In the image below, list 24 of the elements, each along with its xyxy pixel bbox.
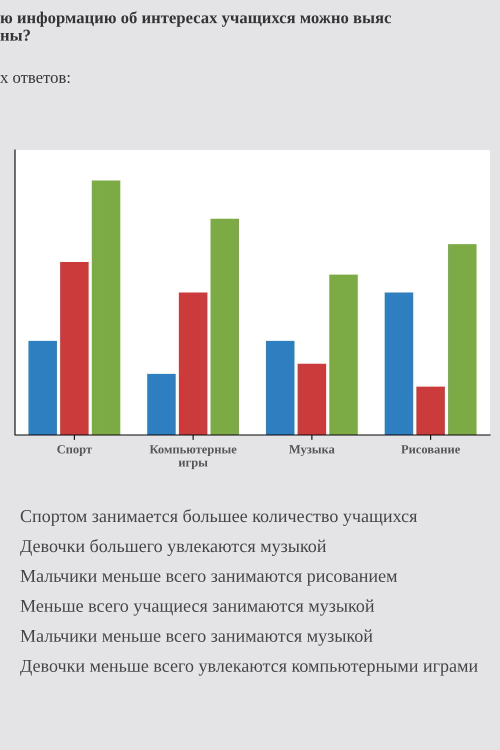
text: Спортом занимается большее количество учащихся (20, 509, 418, 526)
chart-subtitle: х ответов: (0, 74, 70, 84)
bar (28, 340, 57, 435)
bar (92, 180, 120, 435)
bar (266, 340, 294, 435)
bar (298, 364, 326, 435)
text: Девочки меньше всего увлекаются компьютерными играми (20, 660, 478, 676)
bar (416, 386, 445, 435)
bar (60, 262, 89, 435)
bar (329, 274, 358, 435)
x-tick-label: Компьютерные игры (150, 445, 236, 470)
bar (147, 374, 176, 435)
x-tick-label: Рисование (401, 445, 460, 454)
text: Меньше всего учащиеся занимаются музыкой (20, 599, 374, 616)
bar (384, 292, 414, 435)
bar (178, 292, 208, 435)
bar (448, 244, 477, 435)
text: Мальчики меньше всего занимаются рисованием (20, 570, 398, 586)
chart-title: ю информацию об интересах учащихся можно выяс ны? (0, 11, 392, 41)
x-tick-label: Спорт (57, 445, 92, 456)
bar (210, 218, 240, 435)
text: Девочки большего увлекаются музыкой (20, 539, 326, 556)
x-tick-label: Музыка (289, 445, 335, 456)
text: Мальчики меньше всего занимаются музыкой (20, 629, 373, 646)
